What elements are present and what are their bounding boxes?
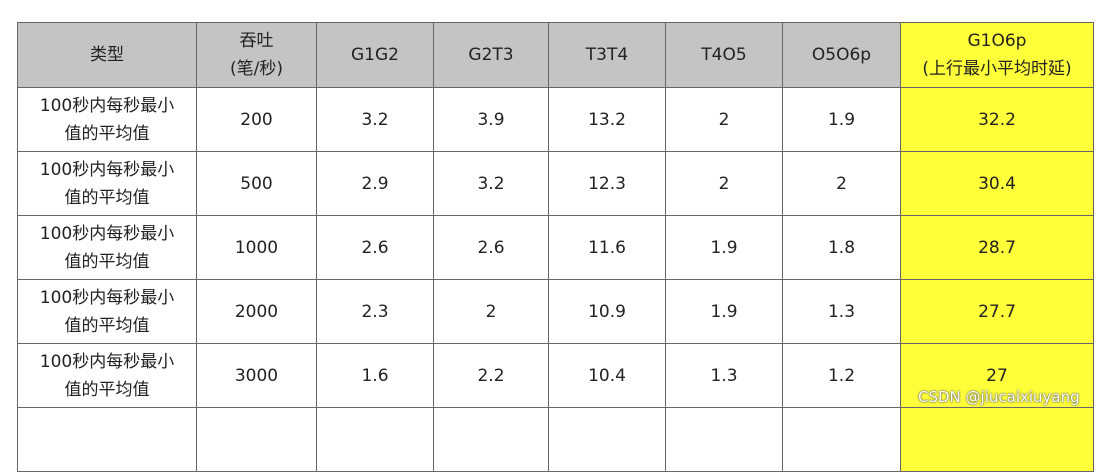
table-cell: 2.6 xyxy=(433,215,549,280)
table-cell: 2 xyxy=(433,279,549,344)
header-row: 类型 吞吐 (笔/秒) G1G2 G2T3 T3T4 T4O5 O5O6p G1O6p (上行最小… xyxy=(17,22,1094,88)
header-cell: G1G2 xyxy=(316,22,434,88)
table-cell: 100秒内每秒最小 值的平均值 xyxy=(17,215,197,280)
table-cell: 2.3 xyxy=(316,279,434,344)
header-cell: T3T4 xyxy=(548,22,666,88)
table-row: 100秒内每秒最小 值的平均值 1000 2.6 2.6 11.6 1.9 1.8 28.7 xyxy=(17,215,1094,280)
table-cell: 10.9 xyxy=(548,279,666,344)
table-row: 100秒内每秒最小 值的平均值 3000 1.6 2.2 10.4 1.3 1.2 27 xyxy=(17,343,1094,408)
table-cell: 2.2 xyxy=(433,343,549,408)
table-cell: 27.7 xyxy=(900,279,1094,344)
table-cell: 3.9 xyxy=(433,87,549,152)
table-row: 100秒内每秒最小 值的平均值 500 2.9 3.2 12.3 2 2 30.4 xyxy=(17,151,1094,216)
cell-line: (笔/秒) xyxy=(230,59,283,79)
table-cell: 500 xyxy=(196,151,317,216)
table-cell xyxy=(548,407,666,472)
cell-line: 100秒内每秒最小 xyxy=(39,287,175,308)
table-cell xyxy=(782,407,901,472)
cell-line: (上行最小平均时延) xyxy=(922,59,1072,79)
table-cell xyxy=(433,407,549,472)
table-cell: 3.2 xyxy=(433,151,549,216)
cell-line: 100秒内每秒最小 xyxy=(39,223,175,244)
table-cell: 13.2 xyxy=(548,87,666,152)
table-cell: 1.9 xyxy=(665,215,783,280)
table-cell: 100秒内每秒最小 值的平均值 xyxy=(17,151,197,216)
table-cell: 2 xyxy=(665,151,783,216)
table-cell: 2000 xyxy=(196,279,317,344)
table-cell: 2 xyxy=(665,87,783,152)
cell-line: G1O6p xyxy=(967,31,1027,51)
table-row xyxy=(17,407,1094,472)
table-cell: 27 xyxy=(900,343,1094,408)
table-cell: 100秒内每秒最小 值的平均值 xyxy=(17,279,197,344)
table-cell: 2 xyxy=(782,151,901,216)
table-cell: 30.4 xyxy=(900,151,1094,216)
cell-line: 值的平均值 xyxy=(64,379,150,400)
table-cell: 12.3 xyxy=(548,151,666,216)
table-cell xyxy=(316,407,434,472)
cell-line: 类型 xyxy=(90,45,124,65)
table-cell: 1000 xyxy=(196,215,317,280)
table-cell: 1.6 xyxy=(316,343,434,408)
cell-line: 值的平均值 xyxy=(64,251,150,272)
table-cell: 10.4 xyxy=(548,343,666,408)
cell-line: 值的平均值 xyxy=(64,187,150,208)
table-cell: 100秒内每秒最小 值的平均值 xyxy=(17,343,197,408)
table-cell: 1.3 xyxy=(665,343,783,408)
table-cell: 1.8 xyxy=(782,215,901,280)
table-cell: 2.9 xyxy=(316,151,434,216)
table-cell xyxy=(17,407,197,472)
cell-line: G1G2 xyxy=(351,45,399,65)
header-cell: G1O6p (上行最小平均时延) xyxy=(900,22,1094,88)
table-cell: 1.3 xyxy=(782,279,901,344)
table-cell: 3.2 xyxy=(316,87,434,152)
cell-line: G2T3 xyxy=(468,45,514,65)
header-cell: G2T3 xyxy=(433,22,549,88)
table-cell: 11.6 xyxy=(548,215,666,280)
header-cell: 类型 xyxy=(17,22,197,88)
cell-line: 吞吐 xyxy=(239,31,274,51)
table-cell xyxy=(196,407,317,472)
table-cell xyxy=(900,407,1094,472)
table-cell: 3000 xyxy=(196,343,317,408)
table-cell: 1.9 xyxy=(665,279,783,344)
cell-line: O5O6p xyxy=(811,45,872,65)
watermark: CSDN @jiucaixiuyang xyxy=(918,388,1080,406)
cell-line: T4O5 xyxy=(701,45,747,65)
cell-line: 值的平均值 xyxy=(64,315,150,336)
table-cell: 1.9 xyxy=(782,87,901,152)
cell-line: 值的平均值 xyxy=(64,123,150,144)
cell-line: 100秒内每秒最小 xyxy=(39,95,175,116)
table-cell: 32.2 xyxy=(900,87,1094,152)
table-row: 100秒内每秒最小 值的平均值 200 3.2 3.9 13.2 2 1.9 32.2 xyxy=(17,87,1094,152)
cell-line: 100秒内每秒最小 xyxy=(39,159,175,180)
table-cell: 100秒内每秒最小 值的平均值 xyxy=(17,87,197,152)
table-cell: 200 xyxy=(196,87,317,152)
cell-line: T3T4 xyxy=(585,45,629,65)
table-cell: 2.6 xyxy=(316,215,434,280)
header-cell: O5O6p xyxy=(782,22,901,88)
cell-line: 100秒内每秒最小 xyxy=(39,351,175,372)
page: 类型 吞吐 (笔/秒) G1G2 G2T3 T3T4 T4O5 O5O6p G1O6p (上行最小… xyxy=(17,22,1094,472)
table-row: 100秒内每秒最小 值的平均值 2000 2.3 2 10.9 1.9 1.3 27.7 xyxy=(17,279,1094,344)
table-cell: 1.2 xyxy=(782,343,901,408)
header-cell: 吞吐 (笔/秒) xyxy=(196,22,317,88)
table-cell xyxy=(665,407,783,472)
header-cell: T4O5 xyxy=(665,22,783,88)
table-cell: 28.7 xyxy=(900,215,1094,280)
